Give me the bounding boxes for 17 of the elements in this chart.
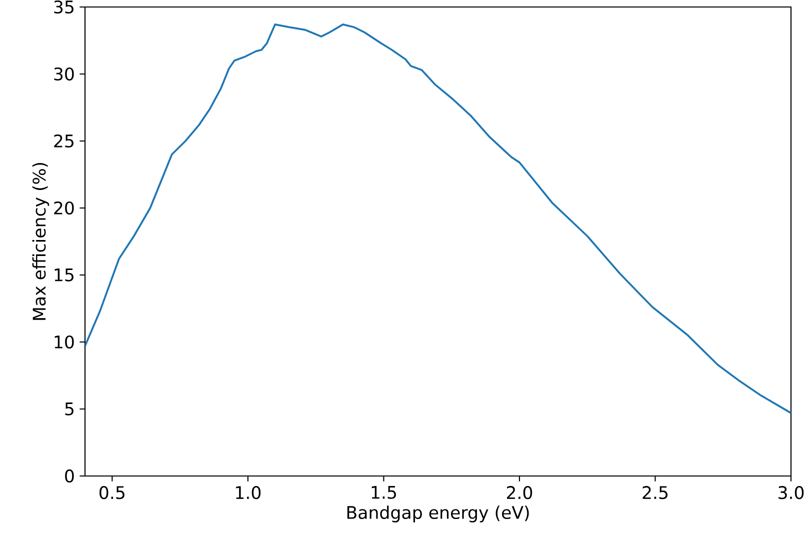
- y-tick-label: 30: [54, 67, 74, 81]
- y-tick-label: 25: [54, 134, 74, 148]
- y-tick-label: 20: [54, 201, 74, 215]
- x-tick-label: 1.5: [372, 486, 396, 499]
- x-tick-label: 2.0: [506, 486, 532, 500]
- x-tick-label: 0.5: [100, 486, 124, 500]
- y-tick-label: 5: [65, 402, 74, 416]
- y-tick-label: 35: [54, 0, 74, 14]
- x-tick-label: 1.0: [236, 486, 261, 500]
- x-axis-title: Bandgap energy (eV): [347, 506, 529, 522]
- x-tick-label: 2.5: [642, 486, 668, 500]
- y-tick-label: 0: [65, 469, 74, 483]
- y-tick-label: 15: [54, 268, 74, 282]
- y-axis-title: Max efficiency (%): [32, 162, 50, 320]
- y-tick-label: 10: [54, 335, 74, 349]
- line-series: [85, 23, 791, 414]
- x-tick-label: 3.0: [778, 486, 804, 500]
